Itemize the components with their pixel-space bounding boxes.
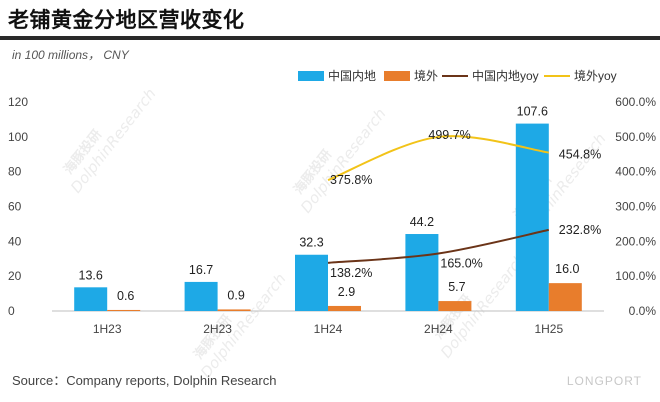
bar-value-label: 5.7 [448, 280, 465, 294]
y-left-tick-label: 20 [8, 269, 22, 283]
line-value-label: 138.2% [330, 266, 372, 280]
line-overseas-yoy [327, 135, 549, 182]
bar-mainland [405, 234, 439, 311]
bar-value-label: 44.2 [410, 215, 434, 229]
x-tick-label: 1H25 [534, 322, 563, 336]
x-tick-label: 2H24 [424, 322, 453, 336]
bar-mainland [515, 123, 549, 311]
y-left-tick-label: 120 [8, 95, 28, 109]
x-tick-label: 1H24 [314, 322, 343, 336]
data-labels: 13.6 16.7 32.3 44.2 107.6 0.6 0.9 2.9 5.7 16.0 138… [79, 105, 602, 303]
bar-overseas [217, 309, 251, 311]
lines [327, 135, 550, 264]
y-right-tick-label: 100.0% [615, 269, 656, 283]
x-tick-label: 1H23 [93, 322, 122, 336]
bar-value-label: 0.9 [227, 288, 244, 302]
legend-swatch [384, 71, 410, 81]
legend-label: 中国内地 [328, 68, 376, 83]
y-right-tick-label: 500.0% [615, 130, 656, 144]
bar-mainland [184, 281, 218, 311]
bar-overseas [328, 305, 361, 311]
legend-label: 境外yoy [574, 68, 617, 83]
unit-label: in 100 millions， CNY [12, 48, 129, 62]
y-left-tick-label: 100 [8, 130, 28, 144]
line-value-label: 454.8% [559, 148, 601, 162]
y-right-tick-label: 0.0% [629, 304, 657, 318]
line-value-label: 165.0% [440, 257, 482, 271]
line-value-label: 499.7% [428, 128, 470, 142]
legend-swatch [298, 71, 324, 81]
y-left-tick-label: 80 [8, 165, 22, 179]
bar-value-label: 16.7 [189, 263, 213, 277]
axes: 0 20 40 60 80 100 120 0.0% 100.0% 200.0% 300.0% 400… [8, 95, 656, 336]
bar-value-label: 13.6 [79, 268, 103, 282]
bar-value-label: 0.6 [117, 289, 134, 303]
y-right-tick-label: 400.0% [615, 165, 656, 179]
bar-overseas [548, 283, 582, 311]
y-left-tick-label: 40 [8, 234, 22, 248]
y-right-tick-label: 600.0% [615, 95, 656, 109]
line-value-label: 232.8% [559, 223, 601, 237]
x-tick-label: 2H23 [203, 322, 232, 336]
source-note: Source：Company reports, Dolphin Research [12, 373, 277, 388]
legend-label: 境外 [414, 68, 438, 83]
line-value-label: 375.8% [330, 173, 372, 187]
legend: 中国内地 境外 中国内地yoy 境外yoy [298, 68, 617, 83]
bar-value-label: 16.0 [555, 262, 579, 276]
watermark-text: DolphinResearch [297, 105, 390, 216]
y-right-tick-label: 300.0% [615, 200, 656, 214]
bar-value-label: 107.6 [517, 105, 548, 119]
title-underline [0, 36, 660, 40]
bar-value-label: 32.3 [299, 236, 323, 250]
y-right-tick-label: 200.0% [615, 234, 656, 248]
y-left-tick-label: 0 [8, 304, 15, 318]
watermark-text: DolphinResearch [67, 85, 160, 196]
bar-overseas [107, 309, 141, 311]
legend-label: 中国内地yoy [472, 68, 539, 83]
line-mainland-yoy [327, 228, 550, 264]
bar-overseas [438, 301, 472, 311]
bars [74, 123, 582, 311]
bar-value-label: 2.9 [338, 285, 355, 299]
y-left-tick-label: 60 [8, 200, 22, 214]
chart-title: 老铺黄金分地区营收变化 [8, 8, 245, 32]
bar-mainland [295, 254, 328, 311]
brand-logo: LONGPORT [566, 374, 642, 388]
bar-mainland [74, 287, 108, 311]
